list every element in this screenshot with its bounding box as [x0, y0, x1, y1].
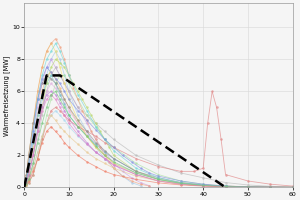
Y-axis label: Wärmefreisetzung [MW]: Wärmefreisetzung [MW] [4, 55, 10, 136]
